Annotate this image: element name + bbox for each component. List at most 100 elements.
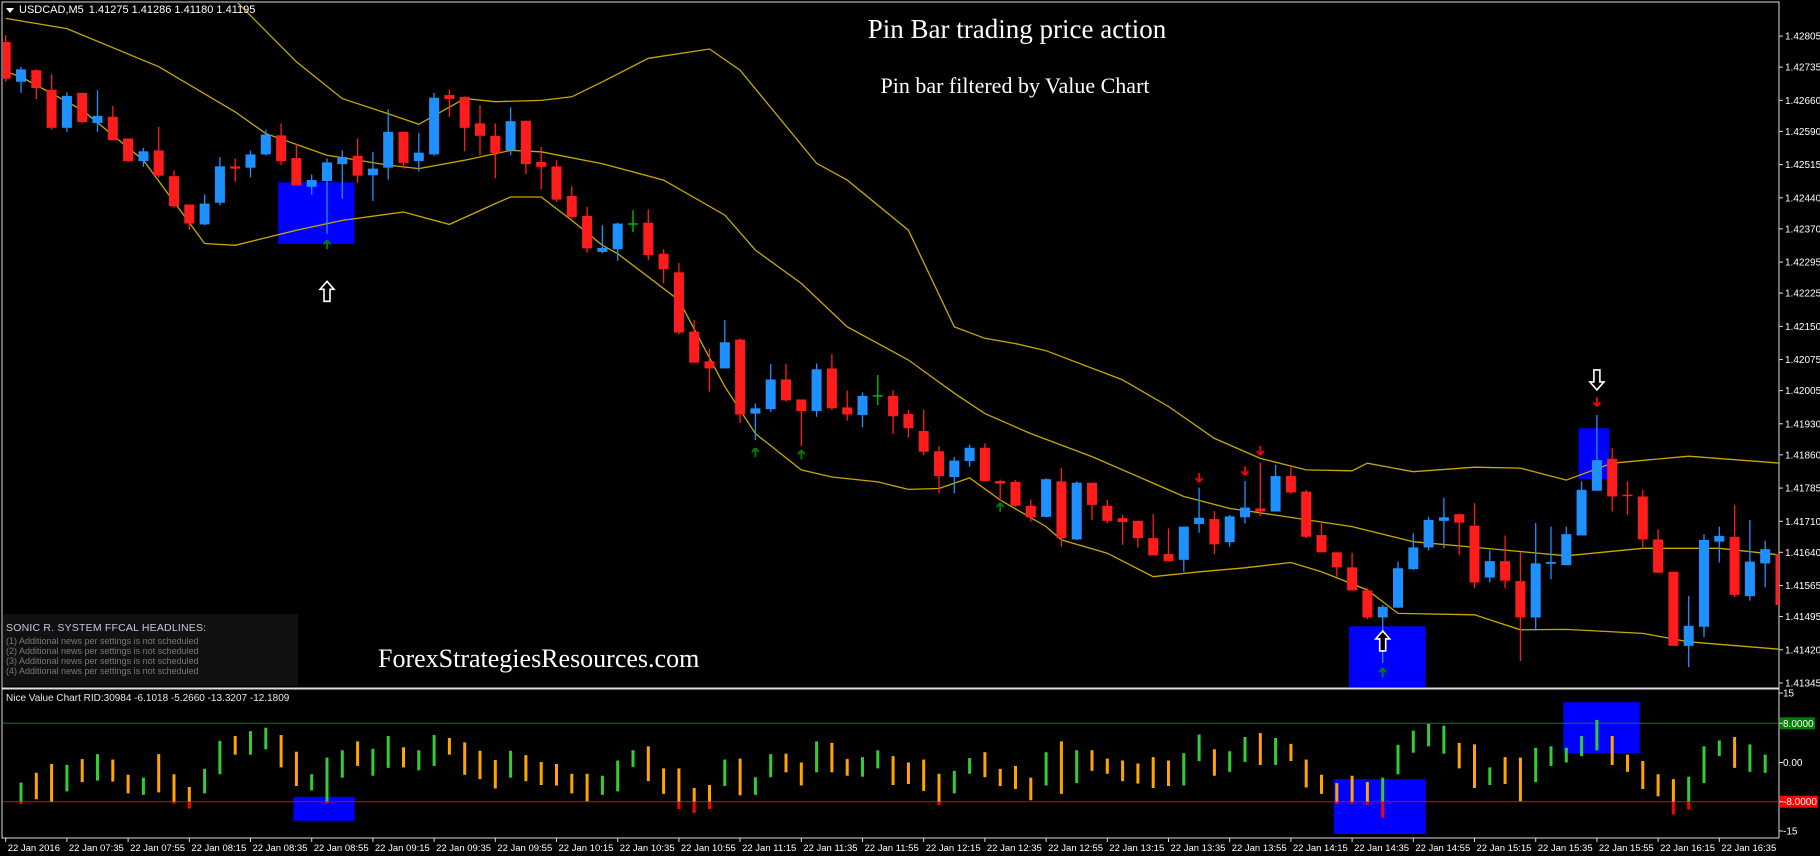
candle-body bbox=[1025, 505, 1036, 518]
symbol-label: USDCAD,M5 bbox=[19, 4, 84, 16]
value-bar bbox=[463, 742, 467, 775]
value-axis-label: -15 bbox=[1783, 827, 1798, 838]
candle-body bbox=[276, 135, 287, 162]
value-axis-label: 8.0000 bbox=[1783, 719, 1814, 730]
candle-body bbox=[505, 121, 516, 151]
band-middle-line bbox=[5, 17, 1779, 557]
price-label: 1.41785 bbox=[1785, 484, 1820, 495]
pin-bar-up-arrow-icon bbox=[1373, 629, 1392, 652]
value-bar bbox=[784, 753, 788, 773]
value-bar bbox=[1320, 774, 1323, 794]
time-label: 22 Jan 11:35 bbox=[803, 843, 857, 854]
candle-body bbox=[1607, 458, 1618, 497]
value-bar bbox=[417, 750, 421, 771]
value-bar bbox=[356, 741, 360, 766]
candle-body bbox=[306, 180, 317, 187]
candle-body bbox=[1683, 625, 1694, 646]
value-bar bbox=[1656, 774, 1660, 797]
candle-body bbox=[673, 272, 684, 333]
price-label: 1.42735 bbox=[1785, 63, 1820, 74]
candle-body bbox=[16, 69, 26, 82]
candle-body bbox=[31, 70, 42, 88]
value-signal-box bbox=[293, 796, 355, 821]
candle-body bbox=[1270, 476, 1281, 512]
time-label: 22 Jan 15:55 bbox=[1599, 843, 1654, 854]
value-bar bbox=[1457, 742, 1461, 769]
value-bar bbox=[861, 757, 864, 777]
price-label: 1.42150 bbox=[1785, 322, 1820, 333]
value-bar bbox=[386, 736, 390, 768]
value-axis-label: 0.00 bbox=[1783, 758, 1803, 769]
value-bar bbox=[1473, 744, 1476, 788]
candle-body bbox=[1301, 491, 1312, 537]
candle-body bbox=[964, 447, 975, 462]
value-bar bbox=[799, 762, 803, 786]
candle-body bbox=[1454, 514, 1465, 523]
value-bar bbox=[708, 785, 711, 802]
value-bar bbox=[600, 775, 604, 795]
value-bar bbox=[1427, 723, 1431, 747]
candle-body bbox=[1331, 552, 1342, 568]
price-label: 1.42005 bbox=[1785, 386, 1820, 397]
value-bar bbox=[1381, 777, 1385, 802]
price-label: 1.42515 bbox=[1785, 160, 1820, 171]
candle-body bbox=[1438, 517, 1449, 521]
price-label: 1.41860 bbox=[1785, 450, 1820, 461]
candle-body bbox=[1148, 538, 1159, 556]
value-bar bbox=[891, 756, 895, 786]
candle-body bbox=[1591, 460, 1602, 491]
value-bar bbox=[646, 746, 650, 782]
price-plot bbox=[3, 3, 1779, 687]
candle-body bbox=[1102, 505, 1113, 521]
candle-body bbox=[46, 89, 57, 128]
candle-body bbox=[934, 451, 944, 477]
value-bar bbox=[677, 768, 681, 802]
value-bar bbox=[1258, 733, 1262, 765]
value-bar bbox=[1212, 749, 1216, 776]
candle-body bbox=[138, 151, 149, 162]
value-bar bbox=[1411, 730, 1415, 753]
indicator-title: Nice Value Chart RID:30984 -6.1018 -5.26… bbox=[6, 693, 290, 704]
price-label: 1.41495 bbox=[1785, 612, 1820, 623]
candle-body bbox=[1561, 534, 1572, 566]
candle-body bbox=[322, 162, 332, 182]
candle-body bbox=[566, 196, 577, 217]
candle-body bbox=[1622, 494, 1633, 497]
candle-body bbox=[811, 369, 822, 411]
value-bar bbox=[1014, 765, 1017, 789]
candle-body bbox=[658, 253, 669, 270]
value-bar-extreme bbox=[677, 801, 681, 810]
value-bar bbox=[1090, 750, 1094, 771]
value-chart-plot bbox=[3, 702, 1779, 835]
candle-body bbox=[597, 247, 608, 252]
value-bar bbox=[906, 762, 910, 785]
candle-body bbox=[459, 96, 470, 128]
value-bar bbox=[738, 758, 742, 796]
time-label: 22 Jan 07:55 bbox=[130, 843, 185, 854]
candle-body bbox=[612, 223, 623, 250]
value-bar bbox=[126, 774, 130, 794]
value-bar bbox=[402, 747, 405, 768]
candle-body bbox=[107, 116, 118, 141]
value-bar bbox=[815, 741, 819, 773]
candle-body bbox=[1408, 547, 1419, 570]
candle-body bbox=[260, 134, 271, 155]
candle-body bbox=[214, 166, 225, 203]
value-bar bbox=[1671, 779, 1675, 802]
overlay-subtitle: Pin bar filtered by Value Chart bbox=[880, 73, 1150, 98]
price-label: 1.41345 bbox=[1785, 679, 1820, 690]
value-bar bbox=[1105, 758, 1109, 774]
value-bar bbox=[1564, 747, 1568, 763]
candle-body bbox=[184, 204, 195, 224]
candle-body bbox=[1316, 535, 1327, 553]
candle-body bbox=[1469, 525, 1480, 583]
candle-body bbox=[413, 152, 424, 162]
signal-up-arrow-icon bbox=[797, 449, 806, 460]
price-label: 1.42590 bbox=[1785, 127, 1820, 138]
time-label: 22 Jan 12:15 bbox=[926, 843, 981, 854]
value-bar bbox=[662, 768, 666, 794]
candle-body bbox=[352, 155, 363, 176]
dropdown-triangle-icon[interactable] bbox=[6, 7, 14, 13]
candle-body bbox=[643, 222, 654, 255]
